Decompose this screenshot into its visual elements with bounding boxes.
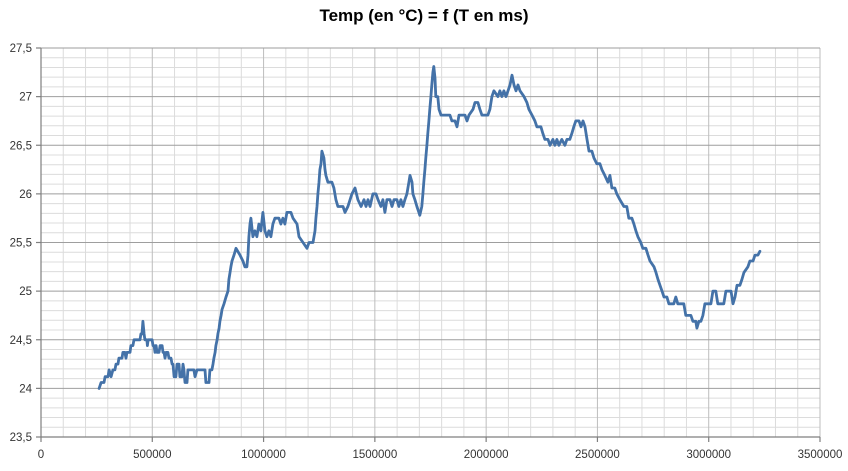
y-tick-label: 25,5 <box>10 238 32 250</box>
x-tick-label: 2500000 <box>575 449 620 461</box>
y-tick-label: 26 <box>19 189 32 201</box>
x-tick-label: 2000000 <box>464 449 509 461</box>
y-tick-label: 27,5 <box>10 43 32 55</box>
y-tick-label: 25 <box>19 286 32 298</box>
x-tick-label: 3500000 <box>798 449 843 461</box>
y-tick-label: 24 <box>19 383 32 395</box>
temperature-series-line <box>97 65 762 390</box>
y-tick-label: 27 <box>19 92 32 104</box>
y-tick-label: 26,5 <box>10 140 32 152</box>
y-tick-label: 24,5 <box>10 335 32 347</box>
chart-title: Temp (en °C) = f (T en ms) <box>319 6 529 25</box>
x-tick-label: 1500000 <box>352 449 397 461</box>
x-tick-label: 500000 <box>133 449 171 461</box>
x-tick-label: 1000000 <box>241 449 286 461</box>
y-tick-label: 23,5 <box>10 432 32 444</box>
x-tick-label: 0 <box>38 449 44 461</box>
x-tick-label: 3000000 <box>686 449 731 461</box>
